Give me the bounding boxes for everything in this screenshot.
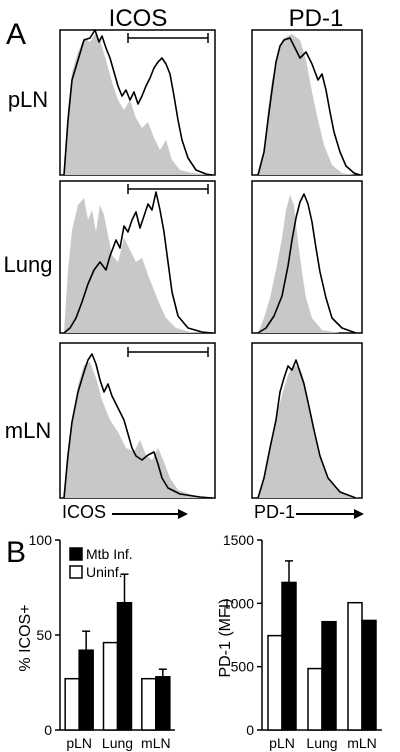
pd1-category-label-pln: pLN xyxy=(269,735,295,751)
hist-fill-icos-lung xyxy=(64,198,210,333)
column-title-icos: ICOS xyxy=(109,5,168,32)
hist-line-pd1-pln xyxy=(257,37,361,176)
legend-swatch-uninf xyxy=(69,565,83,579)
row-label-mln: mLN xyxy=(5,418,51,443)
hist-axis-arrowhead-icos xyxy=(178,509,188,519)
bar-chart-pd1: PD-1 (MFI) 0 500 1000 1500 pLN Lung mLN xyxy=(217,532,382,751)
icos-bar-lung-uninf xyxy=(102,641,119,731)
hist-fill-icos-pln xyxy=(64,34,210,175)
icos-bar-mln-mtb-inf xyxy=(155,676,171,731)
hist-axis-arrowhead-pd1 xyxy=(354,509,364,519)
pd1-bar-mln-mtb-inf xyxy=(361,619,377,731)
icos-bar-lung-mtb-inf xyxy=(116,601,133,731)
hist-fill-pd1-lung xyxy=(258,195,340,333)
hist-axis-label-pd1: PD-1 xyxy=(254,502,295,522)
hist-line-icos-pln xyxy=(63,29,213,176)
row-label-lung: Lung xyxy=(4,252,53,277)
icos-ytick-label-2: 100 xyxy=(29,532,53,548)
legend-label-mtb-inf: Mtb Inf. xyxy=(86,546,133,562)
icos-category-label-mln: mLN xyxy=(141,735,171,751)
icos-bar-mln-uninf xyxy=(141,677,157,731)
pd1-bar-pln-mtb-inf xyxy=(281,581,297,731)
icos-category-label-lung: Lung xyxy=(102,735,133,751)
hist-fill-pd1-mln xyxy=(258,365,358,498)
hist-line-pd1-mln xyxy=(257,359,357,499)
icos-category-label-pln: pLN xyxy=(66,735,92,751)
pd1-bar-lung-uninf xyxy=(307,667,323,731)
legend-label-uninf: Uninf. xyxy=(86,564,123,580)
pd1-category-label-lung: Lung xyxy=(306,735,337,751)
icos-bar-pln-uninf xyxy=(64,677,80,731)
panel-label-a: A xyxy=(6,18,26,51)
pd1-ytick-label-3: 1500 xyxy=(223,532,254,548)
chart-pd1-ylabel: PD-1 (MFI) xyxy=(217,598,234,677)
pd1-bar-lung-mtb-inf xyxy=(321,620,337,731)
pd1-ytick-label-1: 500 xyxy=(231,659,255,675)
column-title-pd1: PD-1 xyxy=(289,5,344,32)
hist-axis-label-icos: ICOS xyxy=(62,502,106,522)
hist-fill-pd1-pln xyxy=(258,34,355,175)
panel-label-b: B xyxy=(6,536,26,569)
hist-line-pd1-lung xyxy=(257,193,357,334)
icos-ytick-label-0: 0 xyxy=(44,722,52,738)
pd1-category-label-mln: mLN xyxy=(347,735,377,751)
pd1-bar-pln-uninf xyxy=(267,634,283,731)
gate-bar-mln xyxy=(127,347,209,357)
legend-swatch-mtb-inf xyxy=(69,547,83,561)
gate-bar-pln xyxy=(127,33,209,43)
pd1-bar-mln-uninf xyxy=(347,601,363,731)
icos-ytick-label-1: 50 xyxy=(36,627,52,643)
pd1-ytick-label-0: 0 xyxy=(246,722,254,738)
bar-chart-icos: % ICOS+ 0 50 100 pLN Lung mLN Mtb Inf. Uninf… xyxy=(17,532,175,751)
pd1-ytick-label-2: 1000 xyxy=(223,595,254,611)
hist-line-icos-mln xyxy=(63,353,213,499)
gate-bar-lung xyxy=(127,184,209,194)
hist-line-icos-lung xyxy=(63,191,213,334)
row-label-pln: pLN xyxy=(8,87,48,112)
icos-bar-pln-mtb-inf xyxy=(78,649,94,731)
hist-fill-icos-mln xyxy=(64,362,210,498)
chart-icos-ylabel: % ICOS+ xyxy=(17,604,34,671)
